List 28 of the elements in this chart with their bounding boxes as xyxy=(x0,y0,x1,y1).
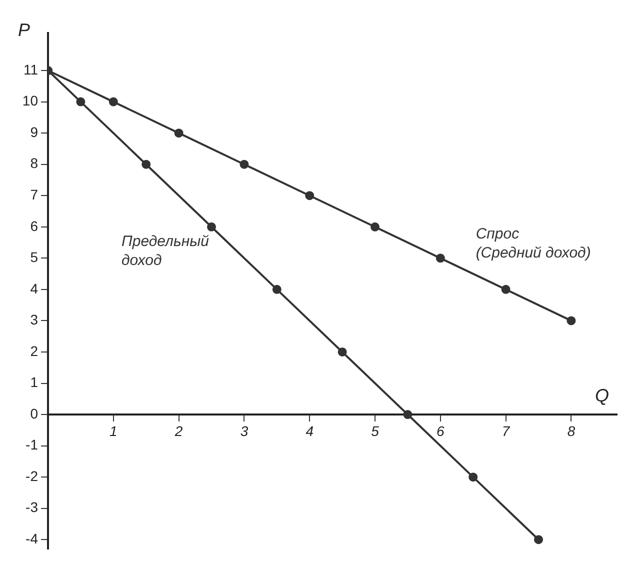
y-tick-label: 11 xyxy=(23,61,38,78)
series-label: Предельный доход xyxy=(122,233,210,270)
x-tick-label: 2 xyxy=(174,422,183,439)
y-tick-label: -2 xyxy=(26,468,38,484)
y-tick-label: 5 xyxy=(30,249,38,266)
x-tick-label: 6 xyxy=(436,422,445,439)
x-tick-label: 8 xyxy=(567,422,576,439)
y-tick-label: 7 xyxy=(30,186,38,202)
y-axis-title: P xyxy=(18,20,30,40)
y-tick-label: -3 xyxy=(26,499,38,516)
y-tick-label: -4 xyxy=(26,530,38,546)
x-tick-label: 4 xyxy=(306,422,314,439)
x-tick-label: 3 xyxy=(240,422,248,439)
y-tick-label: 2 xyxy=(30,342,38,359)
y-tick-label: 9 xyxy=(30,124,38,140)
y-tick-label: 10 xyxy=(22,92,38,109)
y-tick-label: -1 xyxy=(26,436,38,453)
y-tick-label: 8 xyxy=(30,155,38,172)
x-tick-label: 7 xyxy=(502,422,511,439)
x-axis-title: Q xyxy=(595,386,610,406)
y-tick-label: 3 xyxy=(30,312,38,328)
y-tick-label: 1 xyxy=(30,374,38,390)
series-label: Спрос (Средний доход) xyxy=(476,226,591,262)
x-tick-label: 5 xyxy=(371,422,380,439)
y-tick-label: 4 xyxy=(30,280,38,296)
x-tick-label: 1 xyxy=(110,422,118,439)
y-tick-label: 0 xyxy=(30,405,38,422)
y-tick-label: 6 xyxy=(30,218,38,234)
